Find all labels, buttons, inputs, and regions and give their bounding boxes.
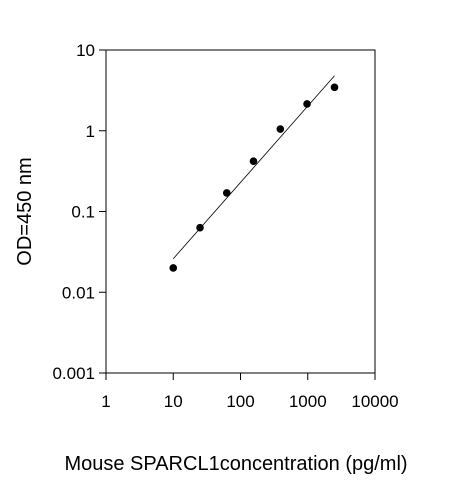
data-point [249, 157, 258, 165]
data-point [222, 189, 231, 197]
y-tick-label: 0.1 [71, 203, 95, 222]
x-tick-label: 1 [101, 392, 110, 411]
data-points-layer [169, 83, 339, 272]
x-axis-title: Mouse SPARCL1concentration (pg/ml) [64, 453, 407, 475]
data-point [303, 100, 311, 108]
plot-frame [105, 49, 376, 374]
x-tick-label: 1000 [289, 392, 327, 411]
y-tick-label: 0.001 [52, 364, 95, 383]
data-point [276, 125, 285, 133]
x-tick-label: 100 [226, 392, 254, 411]
y-axis-title: OD=450 nm [14, 157, 36, 265]
y-tick-label: 1 [86, 122, 95, 141]
data-point [330, 83, 339, 92]
y-tick-label: 10 [76, 41, 95, 60]
y-tick-label: 0.01 [62, 283, 95, 302]
data-point [169, 264, 178, 272]
x-tick-label: 10 [164, 392, 183, 411]
y-axis-ticks: 0.001 0.01 0.1 1 10 [52, 41, 106, 383]
data-point [196, 223, 204, 232]
x-axis-ticks: 1 10 100 1000 10000 [101, 373, 399, 411]
x-tick-label: 10000 [351, 392, 398, 411]
